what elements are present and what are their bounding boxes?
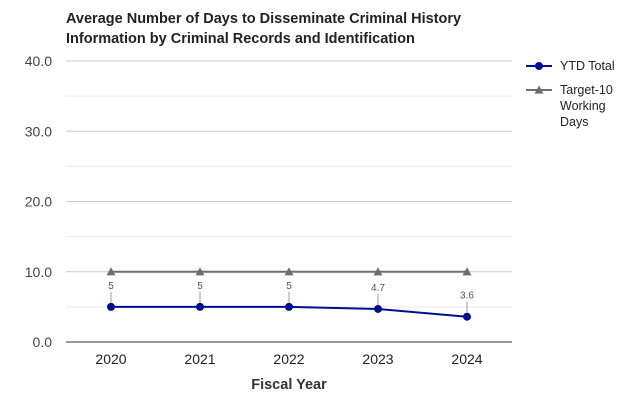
data-point[interactable]: [373, 267, 383, 276]
series-ytd-total: 5 5 5 4.7 3.6: [107, 281, 474, 321]
data-point[interactable]: [284, 267, 294, 276]
data-label: 4.7: [371, 283, 385, 294]
y-tick-label: 40.0: [25, 53, 52, 69]
x-tick-label: 2023: [362, 351, 393, 367]
legend-item-ytd-total[interactable]: YTD Total: [526, 59, 615, 73]
data-point[interactable]: [196, 302, 204, 311]
data-label: 5: [286, 281, 292, 292]
x-axis-ticks: 2020 2021 2022 2023 2024: [95, 351, 482, 367]
data-point[interactable]: [462, 267, 472, 276]
data-label: 3.6: [460, 291, 474, 302]
legend-marker: [534, 85, 544, 94]
x-tick-label: 2020: [95, 351, 126, 367]
legend-label: YTD Total: [560, 59, 615, 73]
data-point[interactable]: [107, 302, 115, 311]
y-tick-label: 20.0: [25, 194, 52, 210]
data-label: 5: [197, 281, 203, 292]
x-tick-label: 2022: [273, 351, 304, 367]
y-tick-label: 10.0: [25, 264, 52, 280]
x-tick-label: 2024: [451, 351, 482, 367]
series-target: [106, 267, 472, 276]
y-axis-ticks: 0.0 10.0 20.0 30.0 40.0: [25, 53, 52, 350]
y-tick-label: 0.0: [33, 334, 53, 350]
legend-item-target[interactable]: Target-10 Working Days: [526, 83, 613, 129]
data-point[interactable]: [285, 302, 293, 311]
legend: YTD Total Target-10 Working Days: [526, 59, 615, 129]
data-point[interactable]: [463, 312, 471, 321]
legend-label: Target-10 Working Days: [560, 83, 613, 129]
data-point[interactable]: [106, 267, 116, 276]
series-layer: 5 5 5 4.7 3.6: [106, 267, 474, 321]
data-label: 5: [108, 281, 114, 292]
data-point[interactable]: [195, 267, 205, 276]
x-axis-label: Fiscal Year: [251, 377, 327, 393]
y-tick-label: 30.0: [25, 123, 52, 139]
x-tick-label: 2021: [184, 351, 215, 367]
chart-title: Average Number of Days to Disseminate Cr…: [66, 11, 462, 47]
data-point[interactable]: [374, 304, 382, 313]
legend-marker: [535, 62, 543, 70]
